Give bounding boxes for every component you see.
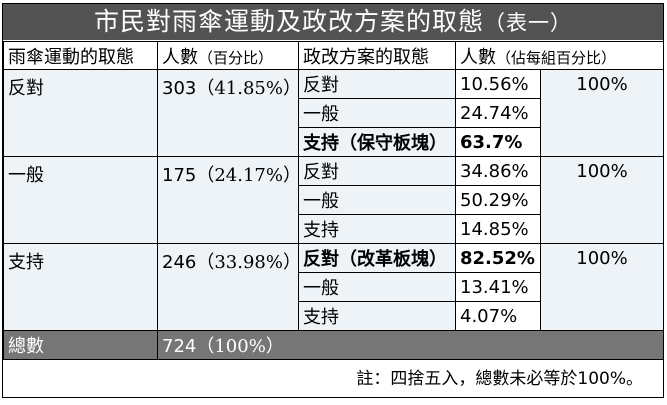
total-pct-cell: 100% [539,69,665,157]
table-row: 反對 303（41.85%） 反對 10.56% 100% [3,69,665,157]
total-row: 總數 724（100%） [3,330,665,360]
reform-cell: 支持 [298,301,456,331]
table-row: 一般 24.74% [4,98,664,128]
total-pct: （100%） [196,336,284,357]
title-suffix: （表一） [484,11,572,35]
reform-cell: 一般 [298,185,456,215]
pct-cell: 34.86% [455,156,541,186]
pct-cell: 10.56% [455,69,541,99]
reform-cell-highlight: 反對（改革板塊） [298,243,456,273]
count-pct: （33.98%） [196,252,299,273]
reform-cell: 反對 [298,156,456,186]
count-value: 246 [162,252,197,273]
reform-cell: 一般 [298,272,456,302]
count-cell: 303（41.85%） [157,69,299,157]
count-cell: 246（33.98%） [157,243,299,331]
header-group-count-unit: （佔每組百分比） [496,48,617,67]
count-value: 303 [162,78,197,99]
pct-cell: 50.29% [455,185,541,215]
pct-cell: 14.85% [455,214,541,244]
reform-cell: 一般 [298,98,456,128]
reform-cell: 支持 [298,214,456,244]
pct-cell-highlight: 82.52% [455,243,541,273]
header-count-unit: （百分比） [198,48,274,67]
title-text: 市民對雨傘運動及政改方案的取態 [93,7,484,36]
table-row: 一般 50.29% [4,185,664,215]
header-count: 人數（百分比） [157,41,299,70]
header-reform: 政改方案的取態 [298,41,456,70]
table-row: 支持 4.07% [4,301,664,331]
pct-cell: 24.74% [455,98,541,128]
reform-cell-highlight: 支持（保守板塊） [298,127,456,157]
header-stance: 雨傘運動的取態 [3,41,158,70]
total-label: 總數 [3,330,158,360]
count-value: 175 [162,165,197,186]
total-pct-cell: 100% [539,156,665,244]
count-pct: （41.85%） [196,78,299,99]
pct-cell-highlight: 63.7% [455,127,541,157]
table-row: 支持 246（33.98%） 反對（改革板塊） 82.52% 100% [3,243,665,331]
total-count: 724 [162,336,197,357]
table-title: 市民對雨傘運動及政改方案的取態（表一） [3,4,663,40]
pct-cell: 4.07% [455,301,541,331]
header-count-label: 人數 [162,46,198,68]
pct-cell: 13.41% [455,272,541,302]
table-row: 一般 175（24.17%） 反對 34.86% 100% [3,156,665,244]
table-frame: 市民對雨傘運動及政改方案的取態（表一） 雨傘運動的取態 人數（百分比） 政改方案… [2,3,665,398]
total-count-cell: 724（100%） [156,330,665,360]
table-row: 一般 13.41% [4,272,664,302]
header-group-count: 人數（佔每組百分比） [454,41,665,70]
survey-table: 雨傘運動的取態 人數（百分比） 政改方案的取態 人數（佔每組百分比） 反對 30… [3,41,665,360]
stance-cell: 反對 [3,69,158,157]
footnote: 註：四捨五入，總數未必等於100%。 [356,369,643,389]
header-row: 雨傘運動的取態 人數（百分比） 政改方案的取態 人數（佔每組百分比） [3,41,665,70]
total-pct-cell: 100% [539,243,665,331]
count-pct: （24.17%） [196,165,299,186]
header-group-count-label: 人數 [460,46,496,68]
stance-cell: 支持 [3,243,158,331]
stance-cell: 一般 [3,156,158,244]
reform-cell: 反對 [298,69,456,99]
count-cell: 175（24.17%） [157,156,299,244]
table-row: 支持 14.85% [4,214,664,244]
